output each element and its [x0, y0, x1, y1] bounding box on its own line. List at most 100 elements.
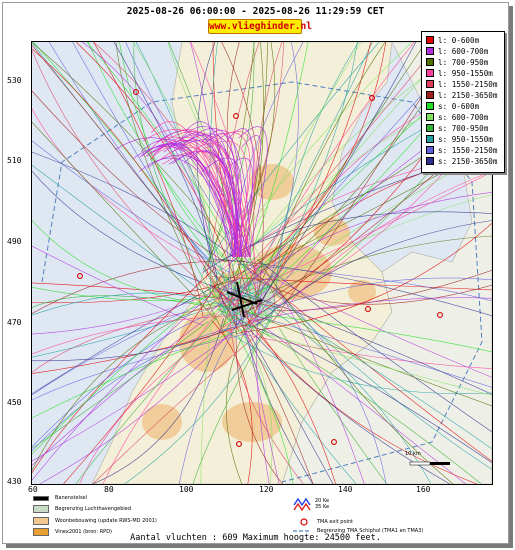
flight-track	[245, 328, 280, 484]
flight-track	[202, 267, 357, 484]
flight-track	[115, 42, 226, 338]
flight-track	[211, 276, 492, 291]
legend-item: s: 2150-3650m	[426, 156, 497, 166]
flight-track	[32, 264, 258, 395]
flight-track	[33, 42, 270, 337]
flight-track	[212, 131, 256, 258]
legend-swatch	[426, 146, 434, 154]
legend-airport-boundary: Begrenzing Luchthavengebied	[33, 505, 131, 513]
flight-track	[227, 42, 304, 298]
flight-track	[215, 271, 492, 450]
flight-track	[252, 271, 387, 484]
flight-track	[32, 48, 240, 332]
legend-item: l: 0-600m	[426, 35, 479, 45]
flight-track	[32, 42, 249, 270]
legend-label: s: 2150-3650m	[438, 156, 498, 166]
flight-track	[239, 222, 492, 333]
flight-track	[275, 284, 365, 484]
legend-runway: Banenstelsel	[33, 495, 87, 501]
flight-tracks	[32, 42, 492, 484]
legend-swatch	[426, 157, 434, 165]
flight-track	[221, 42, 264, 309]
flight-track	[158, 137, 241, 258]
y-tick-label: 510	[7, 156, 22, 165]
map-area	[31, 41, 493, 485]
runway	[226, 291, 258, 305]
flight-track	[181, 126, 238, 258]
tma-boundary	[41, 81, 483, 483]
flight-track	[170, 134, 235, 258]
flight-track	[279, 328, 387, 484]
flight-track	[196, 42, 224, 305]
flight-track	[201, 157, 242, 258]
flight-track	[32, 165, 256, 331]
flight-track	[32, 315, 238, 355]
flight-track	[226, 42, 415, 319]
legend-label: s: 700-950m	[438, 123, 489, 133]
legend-tma-boundary: Begrenzing TMA Schiphol (TMA1 en TMA3)	[293, 528, 423, 534]
flight-summary: Aantal vluchten : 609 Maximum hoogte: 24…	[130, 533, 381, 543]
flight-track	[204, 133, 251, 258]
flight-track	[149, 146, 245, 258]
x-tick-label: 60	[28, 485, 38, 494]
legend-label: l: 0-600m	[438, 35, 480, 45]
flight-track	[228, 331, 492, 369]
flight-track	[254, 42, 386, 298]
legend-label: l: 600-700m	[438, 46, 489, 56]
scale-bar	[409, 461, 450, 466]
legend-label: s: 1550-2150m	[438, 145, 498, 155]
flight-track	[245, 327, 492, 396]
flight-track	[259, 260, 492, 433]
flight-track	[32, 326, 234, 362]
flight-track	[172, 150, 242, 258]
flight-track	[32, 325, 239, 451]
flight-track	[256, 285, 270, 484]
tma-exit-point	[233, 113, 239, 119]
legend-housing: Woonbebouwing (update RWS-MD 2001)	[33, 517, 157, 525]
flight-track	[153, 142, 242, 258]
altitude-legend: l: 0-600m l: 600-700m l: 700-950m l: 950-15…	[421, 31, 505, 173]
flight-track	[32, 302, 215, 471]
tma-exit-point	[77, 273, 83, 279]
flight-track-map	[32, 42, 492, 484]
flight-track	[256, 42, 417, 308]
flight-track	[231, 277, 492, 324]
flight-track	[222, 305, 492, 388]
y-tick-label: 450	[7, 398, 22, 407]
flight-track	[32, 295, 205, 308]
flight-track	[203, 42, 362, 321]
legend-label: l: 950-1550m	[438, 68, 493, 78]
flight-track	[32, 45, 236, 301]
flight-track	[208, 284, 466, 484]
flight-track	[225, 328, 247, 484]
dashed-line-icon	[293, 530, 311, 532]
legend-swatch	[426, 113, 434, 121]
flight-track	[210, 284, 336, 484]
flight-track	[246, 312, 492, 353]
legend-swatch	[426, 47, 434, 55]
legend-item: s: 0-600m	[426, 101, 479, 111]
flight-track	[86, 42, 270, 322]
flight-track	[258, 42, 299, 313]
page-title: 2025-08-26 06:00:00 - 2025-08-26 11:29:5…	[126, 6, 385, 17]
legend-item: l: 600-700m	[426, 46, 488, 56]
flight-track	[235, 279, 283, 484]
flight-track	[172, 139, 242, 258]
flight-track	[268, 235, 492, 294]
y-tick-label: 470	[7, 318, 22, 327]
flight-track	[226, 42, 373, 330]
legend-item: s: 600-700m	[426, 112, 488, 122]
flight-track	[72, 42, 227, 292]
chart-frame: 2025-08-26 06:00:00 - 2025-08-26 11:29:5…	[2, 2, 509, 544]
legend-label: s: 0-600m	[438, 101, 480, 111]
legend-label: l: 2150-3650m	[438, 90, 498, 100]
flight-track	[180, 134, 238, 258]
legend-swatch	[426, 80, 434, 88]
x-tick-label: 100	[179, 485, 194, 494]
flight-track	[192, 316, 273, 484]
legend-item: l: 700-950m	[426, 57, 488, 67]
flight-track	[254, 220, 492, 328]
tma-exit-point	[369, 95, 375, 101]
site-badge[interactable]: www.vlieghinder.nl	[208, 19, 312, 34]
flight-track	[257, 258, 454, 484]
